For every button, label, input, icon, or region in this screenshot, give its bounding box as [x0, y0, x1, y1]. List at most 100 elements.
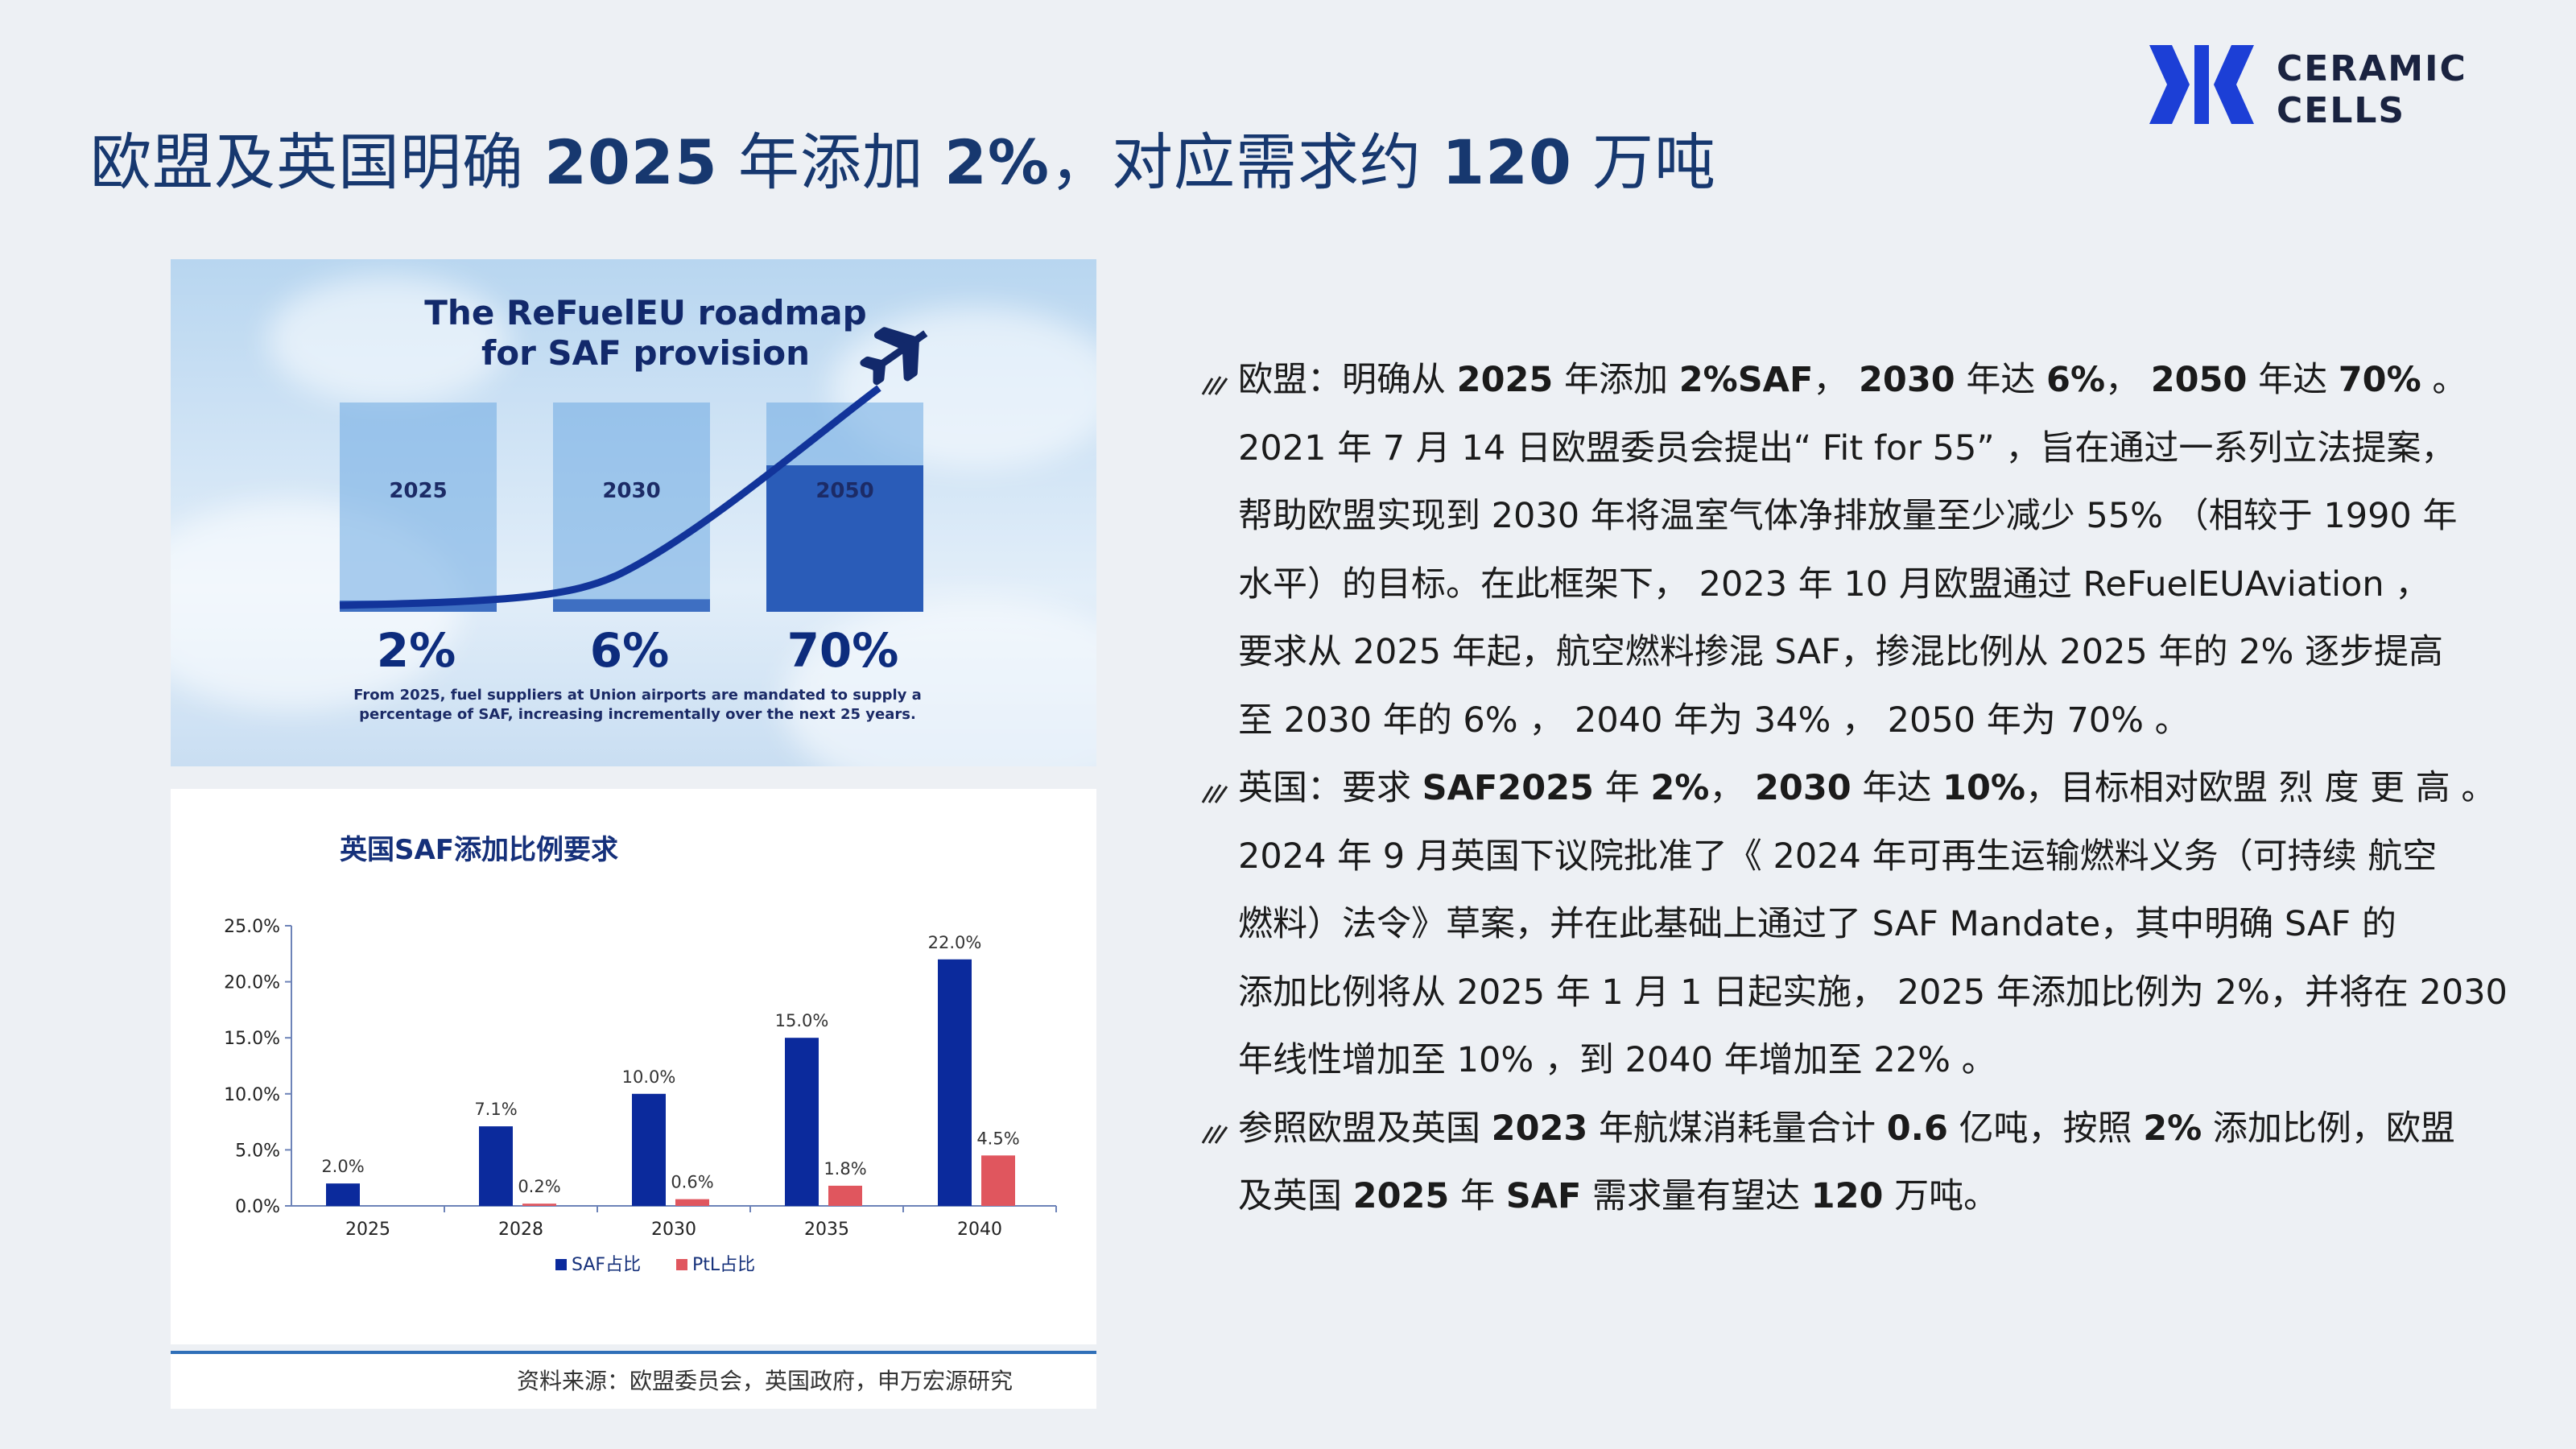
y-tick-label: 15.0%: [224, 1029, 280, 1049]
text-segment: 年航煤消耗量合计: [1587, 1108, 1887, 1149]
slash-bullet-icon: [1201, 376, 1228, 395]
bar-ptl-2035: [828, 1185, 862, 1206]
text-segment: 至 2030 年的 6% ， 2040 年为 34% ， 2050 年为 70%…: [1238, 700, 2190, 741]
legend-label: PtL占比: [692, 1255, 755, 1275]
text-segment: ，: [1813, 360, 1859, 400]
text-segment: 2%: [2143, 1108, 2202, 1149]
page-title: 欧盟及英国明确 2025 年添加 2%，对应需求约 120 万吨: [90, 113, 1716, 201]
refueleu-roadmap-figure: The ReFuelEU roadmap for SAF provision 2…: [171, 259, 1096, 766]
text-segment: 添加比例，欧盟: [2202, 1108, 2455, 1149]
data-label: 10.0%: [622, 1067, 676, 1087]
text-segment: 需求量有望达: [1581, 1176, 1811, 1216]
text-line: 帮助欧盟实现到 2030 年将温室气体净排放量至少减少 55% （相较于 199…: [1238, 482, 2552, 551]
text-segment: SAF: [1505, 1176, 1582, 1216]
refueleu-bars: 2025 2030 2050: [339, 327, 928, 612]
text-segment: 年: [1449, 1176, 1506, 1216]
y-tick-label: 20.0%: [224, 973, 280, 993]
refueleu-year-2050: 2050: [815, 479, 873, 503]
refueleu-pct-2025: 2%: [376, 623, 456, 678]
text-segment: 欧盟：明确从: [1238, 360, 1457, 400]
text-line: 燃料）法令》草案，并在此基础上通过了 SAF Mandate，其中明确 SAF …: [1238, 890, 2552, 959]
bar-saf-2030: [632, 1093, 666, 1206]
data-label: 4.5%: [976, 1129, 1019, 1148]
text-segment: 2%SAF: [1678, 360, 1814, 400]
text-segment: SAF2025: [1422, 768, 1594, 808]
text-segment: 2025: [1456, 360, 1554, 400]
text-segment: 年线性增加至 10% ，到 2040 年增加至 22% 。: [1238, 1040, 1996, 1080]
text-segment: ，: [1709, 768, 1756, 808]
text-segment: 亿吨，按照: [1947, 1108, 2144, 1149]
text-line: 欧盟：明确从 2025 年添加 2%SAF， 2030 年达 6%， 2050 …: [1238, 346, 2552, 415]
source-divider: [171, 1351, 1096, 1354]
growth-curve: [339, 385, 881, 609]
bullet-paragraph: 参照欧盟及英国 2023 年航煤消耗量合计 0.6 亿吨，按照 2% 添加比例，…: [1199, 1095, 2552, 1231]
bullet-paragraph: 欧盟：明确从 2025 年添加 2%SAF， 2030 年达 6%， 2050 …: [1199, 346, 2552, 754]
text-line: 添加比例将从 2025 年 1 月 1 日起实施， 2025 年添加比例为 2%…: [1238, 959, 2552, 1027]
data-label: 22.0%: [928, 933, 982, 952]
text-segment: 0.6: [1886, 1108, 1948, 1149]
text-segment: 水平）的目标。在此框架下， 2023 年 10 月欧盟通过 ReFuelEUAv…: [1238, 564, 2430, 605]
text-segment: 年达: [1851, 768, 1943, 808]
refueleu-title: The ReFuelEU roadmap for SAF provision: [424, 293, 867, 373]
airplane-icon: [860, 327, 928, 386]
title-segment: 年添加: [717, 126, 945, 198]
text-segment: 英国：要求: [1238, 768, 1422, 808]
text-segment: 年达: [2247, 360, 2339, 400]
x-tick-label: 2040: [957, 1220, 1002, 1240]
data-label: 0.6%: [671, 1173, 713, 1192]
bar-ptl-2040: [981, 1155, 1015, 1206]
logo-line-2: CELLS: [2277, 90, 2406, 131]
text-segment: 万吨。: [1883, 1176, 1999, 1216]
refueleu-bar-bg-2025: [340, 402, 497, 612]
text-line: 参照欧盟及英国 2023 年航煤消耗量合计 0.6 亿吨，按照 2% 添加比例，…: [1238, 1095, 2552, 1163]
text-line: 年线性增加至 10% ，到 2040 年增加至 22% 。: [1238, 1026, 2552, 1095]
title-segment: 120: [1442, 126, 1572, 198]
bar-saf-2035: [785, 1038, 819, 1206]
refueleu-pct-2030: 6%: [589, 623, 670, 678]
text-segment: 2%: [1650, 768, 1710, 808]
y-tick-label: 10.0%: [224, 1085, 280, 1105]
bar-saf-2025: [326, 1183, 360, 1206]
y-tick-label: 0.0%: [235, 1197, 280, 1217]
text-line: 水平）的目标。在此框架下， 2023 年 10 月欧盟通过 ReFuelEUAv…: [1238, 551, 2552, 619]
text-segment: 2030: [1755, 768, 1852, 808]
legend-label: SAF占比: [572, 1255, 641, 1275]
refueleu-note: From 2025, fuel suppliers at Union airpo…: [353, 687, 922, 723]
bar-saf-2028: [479, 1126, 513, 1206]
uk-saf-chart-panel: 英国SAF添加比例要求 0.0% 5.0% 10.0% 15.0% 20.0% 25.0%…: [171, 789, 1096, 1344]
legend-swatch: [555, 1259, 567, 1270]
text-line: 2021 年 7 月 14 日欧盟委员会提出“ Fit for 55” ，旨在通…: [1238, 415, 2552, 483]
text-segment: 2025: [1352, 1176, 1450, 1216]
text-segment: 。: [2421, 360, 2467, 400]
text-segment: 2023: [1491, 1108, 1588, 1149]
title-segment: 万吨: [1571, 126, 1717, 198]
text-segment: 要求从 2025 年起，航空燃料掺混 SAF，掺混比例从 2025 年的 2% …: [1238, 632, 2443, 672]
data-label: 1.8%: [824, 1159, 866, 1179]
text-segment: ，目标相对欧盟 烈 度 更 高 。: [2025, 768, 2496, 808]
data-label: 7.1%: [474, 1100, 517, 1119]
x-tick-label: 2025: [345, 1220, 390, 1240]
title-segment: ，对应需求约: [1050, 126, 1443, 198]
source-note: 资料来源：欧盟委员会，英国政府，申万宏源研究: [171, 1354, 1096, 1409]
title-segment: 2025: [544, 126, 718, 198]
text-line: 至 2030 年的 6% ， 2040 年为 34% ， 2050 年为 70%…: [1238, 687, 2552, 755]
x-tick-label: 2035: [804, 1220, 849, 1240]
data-label: 2.0%: [321, 1157, 364, 1176]
text-segment: 及英国: [1238, 1176, 1353, 1216]
text-segment: 添加比例将从 2025 年 1 月 1 日起实施， 2025 年添加比例为 2%…: [1238, 972, 2508, 1013]
y-tick-label: 25.0%: [224, 917, 280, 937]
bullet-paragraph: 英国：要求 SAF2025 年 2%， 2030 年达 10%，目标相对欧盟 烈…: [1199, 754, 2552, 1095]
text-segment: 年添加: [1553, 360, 1679, 400]
refueleu-pct-2050: 70%: [786, 623, 899, 678]
text-segment: 2030: [1859, 360, 1955, 400]
data-label: 0.2%: [518, 1177, 560, 1196]
slash-bullet-icon: [1201, 784, 1228, 803]
text-segment: 年: [1593, 768, 1651, 808]
uk-saf-bar-chart: 0.0% 5.0% 10.0% 15.0% 20.0% 25.0% 2025 2.0% 2028…: [224, 917, 1057, 1275]
title-segment: 2%: [944, 126, 1051, 198]
chart-title: 英国SAF添加比例要求: [340, 834, 619, 866]
text-line: 2024 年 9 月英国下议院批准了《 2024 年可再生运输燃料义务（可持续 …: [1238, 823, 2552, 891]
refueleu-year-2025: 2025: [389, 479, 447, 503]
text-segment: ，: [2105, 360, 2151, 400]
legend-swatch: [676, 1259, 687, 1270]
